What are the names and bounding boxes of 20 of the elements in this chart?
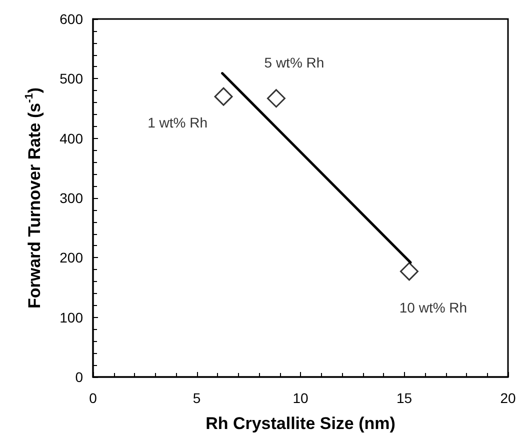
annotation: 10 wt% Rh (399, 299, 468, 316)
y-axis-title: Forward Turnover Rate (s-1) (24, 87, 44, 309)
x-tick-label: 0 (89, 390, 98, 406)
y-tick-label: 600 (60, 11, 84, 27)
y-tick-label: 300 (60, 190, 84, 206)
y-tick-label: 200 (60, 250, 84, 266)
y-tick-label: 500 (60, 70, 84, 87)
point (266, 89, 286, 108)
x-tick-label: 5 (192, 390, 201, 406)
x-axis-title: Rh Crystallite Size (nm) (206, 414, 396, 433)
x-tick-label: 10 (292, 390, 308, 406)
y-tick-label: 0 (75, 369, 84, 385)
x-tick-label: 20 (500, 390, 516, 406)
annotation: 1 wt% Rh (148, 114, 208, 131)
x-tick-label: 15 (396, 390, 412, 406)
point (214, 87, 233, 106)
y-tick-label: 400 (60, 130, 84, 146)
point (400, 262, 418, 281)
annotation: 5 wt% Rh (264, 54, 324, 70)
y-tick-label: 100 (60, 309, 84, 326)
